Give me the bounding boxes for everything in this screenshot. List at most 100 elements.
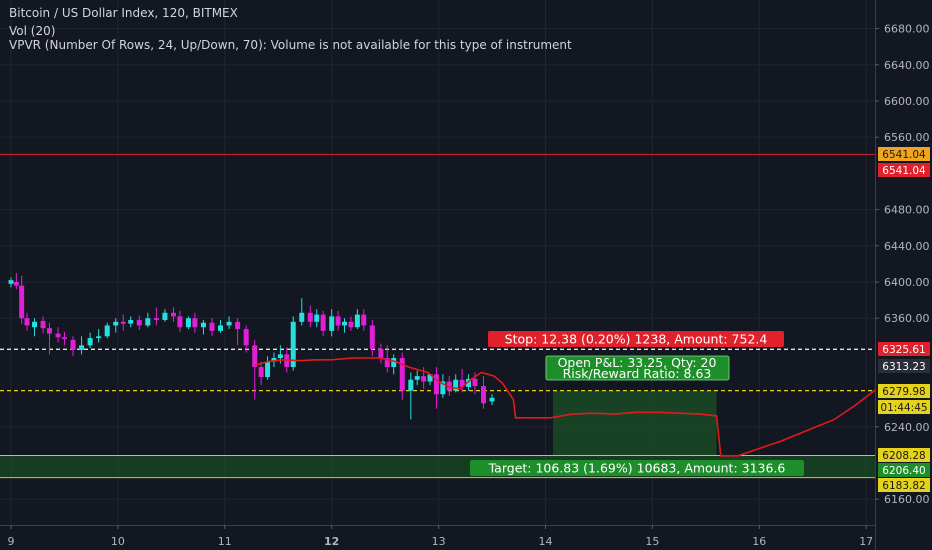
candle-down (421, 376, 427, 382)
candle-down (399, 358, 405, 391)
candle-up (265, 361, 271, 378)
candle-up (299, 312, 305, 322)
x-tick-label: 12 (324, 535, 339, 548)
y-tick-label: 6400.00 (884, 276, 930, 289)
y-tick-label: 6560.00 (884, 131, 930, 144)
candle-up (218, 325, 224, 331)
candle-up (290, 321, 296, 368)
tag-current (878, 359, 930, 373)
y-tick-label: 6440.00 (884, 240, 930, 253)
target-label-text: Target: 106.83 (1.69%) 10683, Amount: 31… (488, 461, 786, 476)
candle-up (354, 314, 360, 328)
y-tick-label: 6680.00 (884, 23, 930, 36)
candle-up (329, 316, 335, 331)
candle-up (271, 358, 277, 362)
candle-up (453, 379, 459, 391)
candle-down (235, 321, 241, 330)
candle-down (61, 337, 67, 340)
tag-stop (878, 342, 930, 356)
tag-red-line (878, 163, 930, 177)
tag-target-top (878, 448, 930, 462)
tag-red-line-orange-text: 6541.04 (882, 149, 926, 161)
candle-up (200, 322, 206, 328)
candle-up (408, 379, 414, 391)
candle-down (433, 374, 439, 395)
candle-down (70, 339, 76, 350)
candle-down (55, 333, 61, 338)
candle-up (466, 378, 472, 387)
tag-countdown-text: 01:44:45 (880, 402, 927, 414)
profit-zone (552, 390, 717, 456)
candle-down (24, 318, 30, 326)
candle-down (307, 312, 313, 322)
candle-down (252, 345, 258, 368)
candle-down (472, 378, 478, 387)
tag-target-mid-text: 6206.40 (882, 465, 925, 477)
candle-up (391, 358, 397, 368)
x-tick-label: 14 (539, 535, 553, 548)
candle-down (459, 379, 465, 387)
candle-down (170, 312, 176, 317)
tag-current-text: 6313.23 (882, 361, 925, 373)
candle-up (113, 321, 119, 326)
stop-label-text: Stop: 12.38 (0.20%) 1238, Amount: 752.4 (505, 332, 768, 347)
candle-up (185, 318, 191, 328)
vpvr-indicator-label[interactable]: VPVR (Number Of Rows, 24, Up/Down, 70): … (9, 38, 572, 52)
candle-up (342, 321, 348, 326)
drawn-forecast-curve[interactable] (254, 357, 878, 457)
volume-indicator-label[interactable]: Vol (20) (9, 24, 56, 38)
candle-up (145, 318, 151, 326)
candle-down (153, 318, 159, 321)
tag-target-bottom-text: 6183.82 (882, 480, 925, 492)
candle-down (19, 285, 25, 319)
candle-up (8, 280, 14, 284)
candle-up (314, 314, 320, 322)
y-tick-label: 6480.00 (884, 204, 930, 217)
tag-target-top-text: 6208.28 (882, 450, 925, 462)
candle-down (136, 320, 142, 326)
candle-up (162, 312, 168, 321)
x-tick-label: 17 (859, 535, 873, 548)
tag-red-line-orange (878, 147, 930, 161)
x-tick-label: 13 (432, 535, 446, 548)
candle-up (277, 354, 283, 359)
tag-entry-text: 6279.98 (882, 386, 925, 398)
tag-red-line-text: 6541.04 (882, 165, 926, 177)
candle-down (446, 381, 452, 391)
x-tick-label: 16 (752, 535, 766, 548)
tag-countdown (878, 400, 930, 414)
candle-down (177, 316, 183, 328)
candle-down (243, 329, 249, 346)
candle-down (335, 316, 341, 326)
candle-down (209, 322, 215, 331)
x-tick-label: 11 (218, 535, 232, 548)
risk-reward-text: Risk/Reward Ratio: 8.63 (563, 366, 712, 381)
candle-down (320, 314, 326, 331)
x-tick-label: 10 (111, 535, 125, 548)
time-axis[interactable] (0, 525, 875, 550)
x-tick-label: 15 (645, 535, 659, 548)
y-tick-label: 6240.00 (884, 421, 930, 434)
tag-entry (878, 384, 930, 398)
y-tick-label: 6640.00 (884, 59, 930, 72)
tag-target-mid (878, 463, 930, 477)
candle-down (348, 321, 354, 328)
candle-down (384, 358, 390, 368)
candle-down (13, 282, 19, 286)
candle-up (489, 397, 495, 402)
candle-up (440, 381, 446, 395)
candles (8, 272, 495, 420)
y-tick-label: 6360.00 (884, 312, 930, 325)
candle-down (46, 328, 52, 334)
candle-down (378, 348, 384, 359)
candle-down (120, 321, 126, 324)
candle-up (32, 321, 38, 328)
candle-up (79, 345, 85, 350)
y-tick-label: 6160.00 (884, 493, 930, 506)
target-label-box[interactable] (470, 460, 804, 476)
tag-stop-text: 6325.61 (882, 344, 925, 356)
stop-label-box[interactable] (488, 331, 784, 347)
candle-down (361, 314, 367, 326)
pnl-box[interactable] (545, 355, 730, 381)
